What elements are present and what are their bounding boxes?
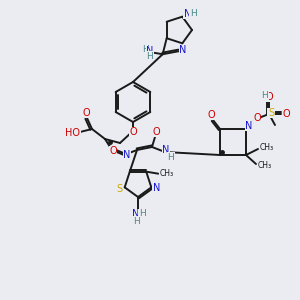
Text: CH₃: CH₃ [258, 160, 272, 169]
Text: N: N [146, 46, 153, 56]
Text: S: S [117, 184, 123, 194]
Text: O: O [152, 127, 160, 137]
Text: S: S [268, 108, 274, 118]
Text: O: O [207, 110, 215, 120]
Text: O: O [109, 146, 117, 156]
Text: N: N [132, 209, 140, 219]
Text: H: H [168, 152, 174, 161]
Text: O: O [129, 127, 137, 137]
Text: N: N [162, 145, 170, 155]
Text: CH₃: CH₃ [260, 143, 274, 152]
Text: H: H [139, 209, 145, 218]
Text: H: H [142, 45, 149, 54]
Text: O: O [282, 109, 290, 119]
Text: N: N [123, 150, 131, 160]
Text: O: O [253, 113, 261, 123]
Text: CH₃: CH₃ [159, 169, 173, 178]
Text: N: N [153, 183, 160, 193]
Text: H: H [146, 52, 153, 61]
Text: H: H [190, 9, 197, 18]
Text: H: H [262, 92, 268, 100]
Text: N: N [245, 121, 253, 131]
Text: N: N [179, 45, 186, 55]
Text: HO: HO [65, 128, 80, 138]
Text: H: H [133, 217, 140, 226]
Text: O: O [265, 92, 273, 102]
Text: N: N [184, 9, 191, 19]
Text: O: O [82, 108, 90, 118]
